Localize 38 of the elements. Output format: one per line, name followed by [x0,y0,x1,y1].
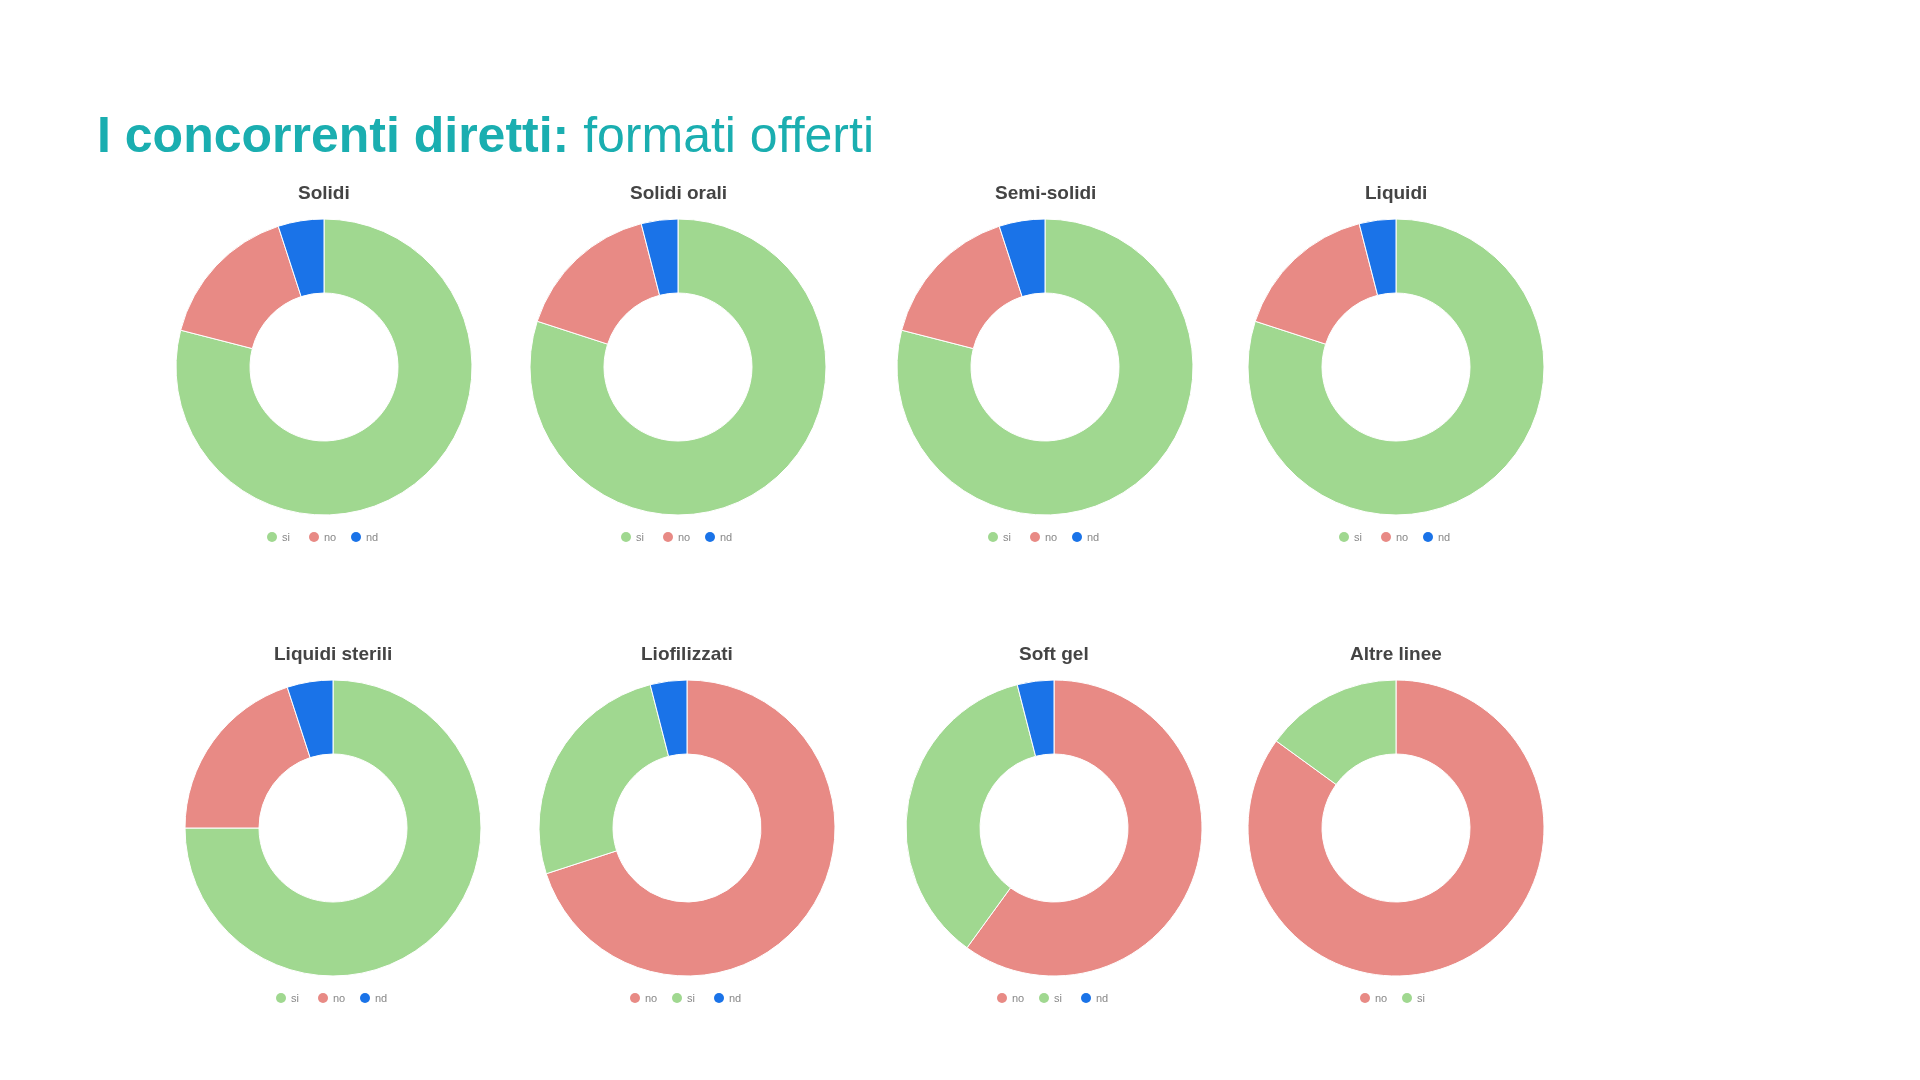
legend-label: si [1417,992,1425,1004]
legend-label: no [645,992,658,1004]
chart-title: Semi-solidi [995,182,1097,203]
donut-slice [896,218,1194,516]
legend-label: si [291,992,299,1004]
chart-title: Altre linee [1350,643,1442,664]
chart-title: Liofilizzati [641,643,733,664]
legend-label: no [678,531,691,543]
chart-title: Liquidi sterili [274,643,393,664]
donut-slice [1247,218,1545,516]
legend-label: nd [720,531,733,543]
text: I concorrenti diretti: formati offerti [97,107,875,163]
legend-label: nd [375,992,388,1004]
legend-label: si [1003,531,1011,543]
legend-label: si [1054,992,1062,1004]
legend-label: no [1012,992,1025,1004]
legend-label: no [1396,531,1409,543]
donut-slice [175,218,473,516]
chart-title: Soft gel [1019,643,1089,664]
legend-label: no [333,992,346,1004]
legend-label: si [687,992,695,1004]
legend-label: no [1045,531,1058,543]
legend-label: nd [1087,531,1100,543]
chart-title: Solidi orali [630,182,728,203]
legend-label: si [1354,531,1362,543]
legend-label: nd [366,531,379,543]
legend-label: nd [1438,531,1451,543]
legend-label: si [282,531,290,543]
donut-slice [184,679,482,977]
chart-title: Solidi [298,182,350,203]
legend-label: no [324,531,337,543]
donut-slice [529,218,827,516]
chart-title: Liquidi [1365,182,1428,203]
legend-label: si [636,531,644,543]
legend-label: nd [1096,992,1109,1004]
legend-label: no [1375,992,1388,1004]
donut-slice [1247,679,1545,977]
legend-label: nd [729,992,742,1004]
